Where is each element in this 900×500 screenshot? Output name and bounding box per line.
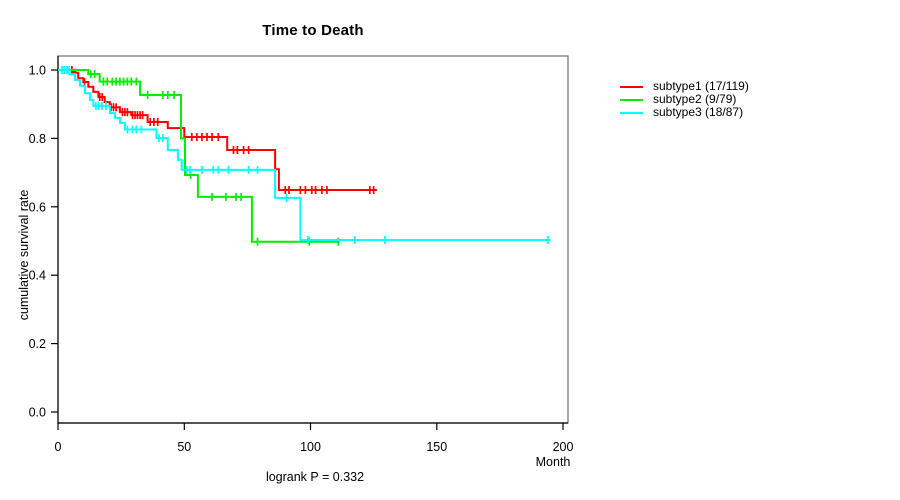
chart-title: Time to Death bbox=[262, 22, 364, 39]
y-tick-label: 0.2 bbox=[29, 337, 46, 351]
y-tick-label: 1.0 bbox=[29, 64, 46, 78]
legend-line-sample-subtype1 bbox=[620, 85, 643, 88]
y-tick-label: 0.8 bbox=[29, 132, 46, 146]
x-tick-label: 50 bbox=[177, 440, 191, 454]
legend: subtype1 (17/119) subtype2 (9/79) subtyp… bbox=[620, 80, 749, 119]
x-tick-label: 100 bbox=[300, 440, 321, 454]
x-tick-label: 200 bbox=[553, 440, 574, 454]
x-tick-label: 150 bbox=[426, 440, 447, 454]
legend-item-subtype2: subtype2 (9/79) bbox=[620, 93, 749, 106]
legend-item-subtype1: subtype1 (17/119) bbox=[620, 80, 749, 93]
survival-curve-subtype1 bbox=[58, 69, 377, 191]
survival-curve-subtype3 bbox=[58, 69, 551, 241]
legend-label-subtype2: subtype2 (9/79) bbox=[653, 92, 737, 106]
y-tick-label: 0.6 bbox=[29, 200, 46, 214]
legend-label-subtype1: subtype1 (17/119) bbox=[653, 79, 749, 93]
legend-label-subtype3: subtype3 (18/87) bbox=[653, 105, 744, 119]
x-tick-label: 0 bbox=[55, 440, 62, 454]
legend-line-sample-subtype3 bbox=[620, 111, 643, 114]
legend-item-subtype3: subtype3 (18/87) bbox=[620, 106, 749, 119]
logrank-pvalue-text: logrank P = 0.332 bbox=[265, 470, 365, 484]
y-tick-label: 0.0 bbox=[29, 406, 46, 420]
y-tick-label: 0.4 bbox=[29, 269, 46, 283]
legend-line-sample-subtype2 bbox=[620, 98, 643, 101]
x-axis-title: Month bbox=[535, 455, 571, 469]
